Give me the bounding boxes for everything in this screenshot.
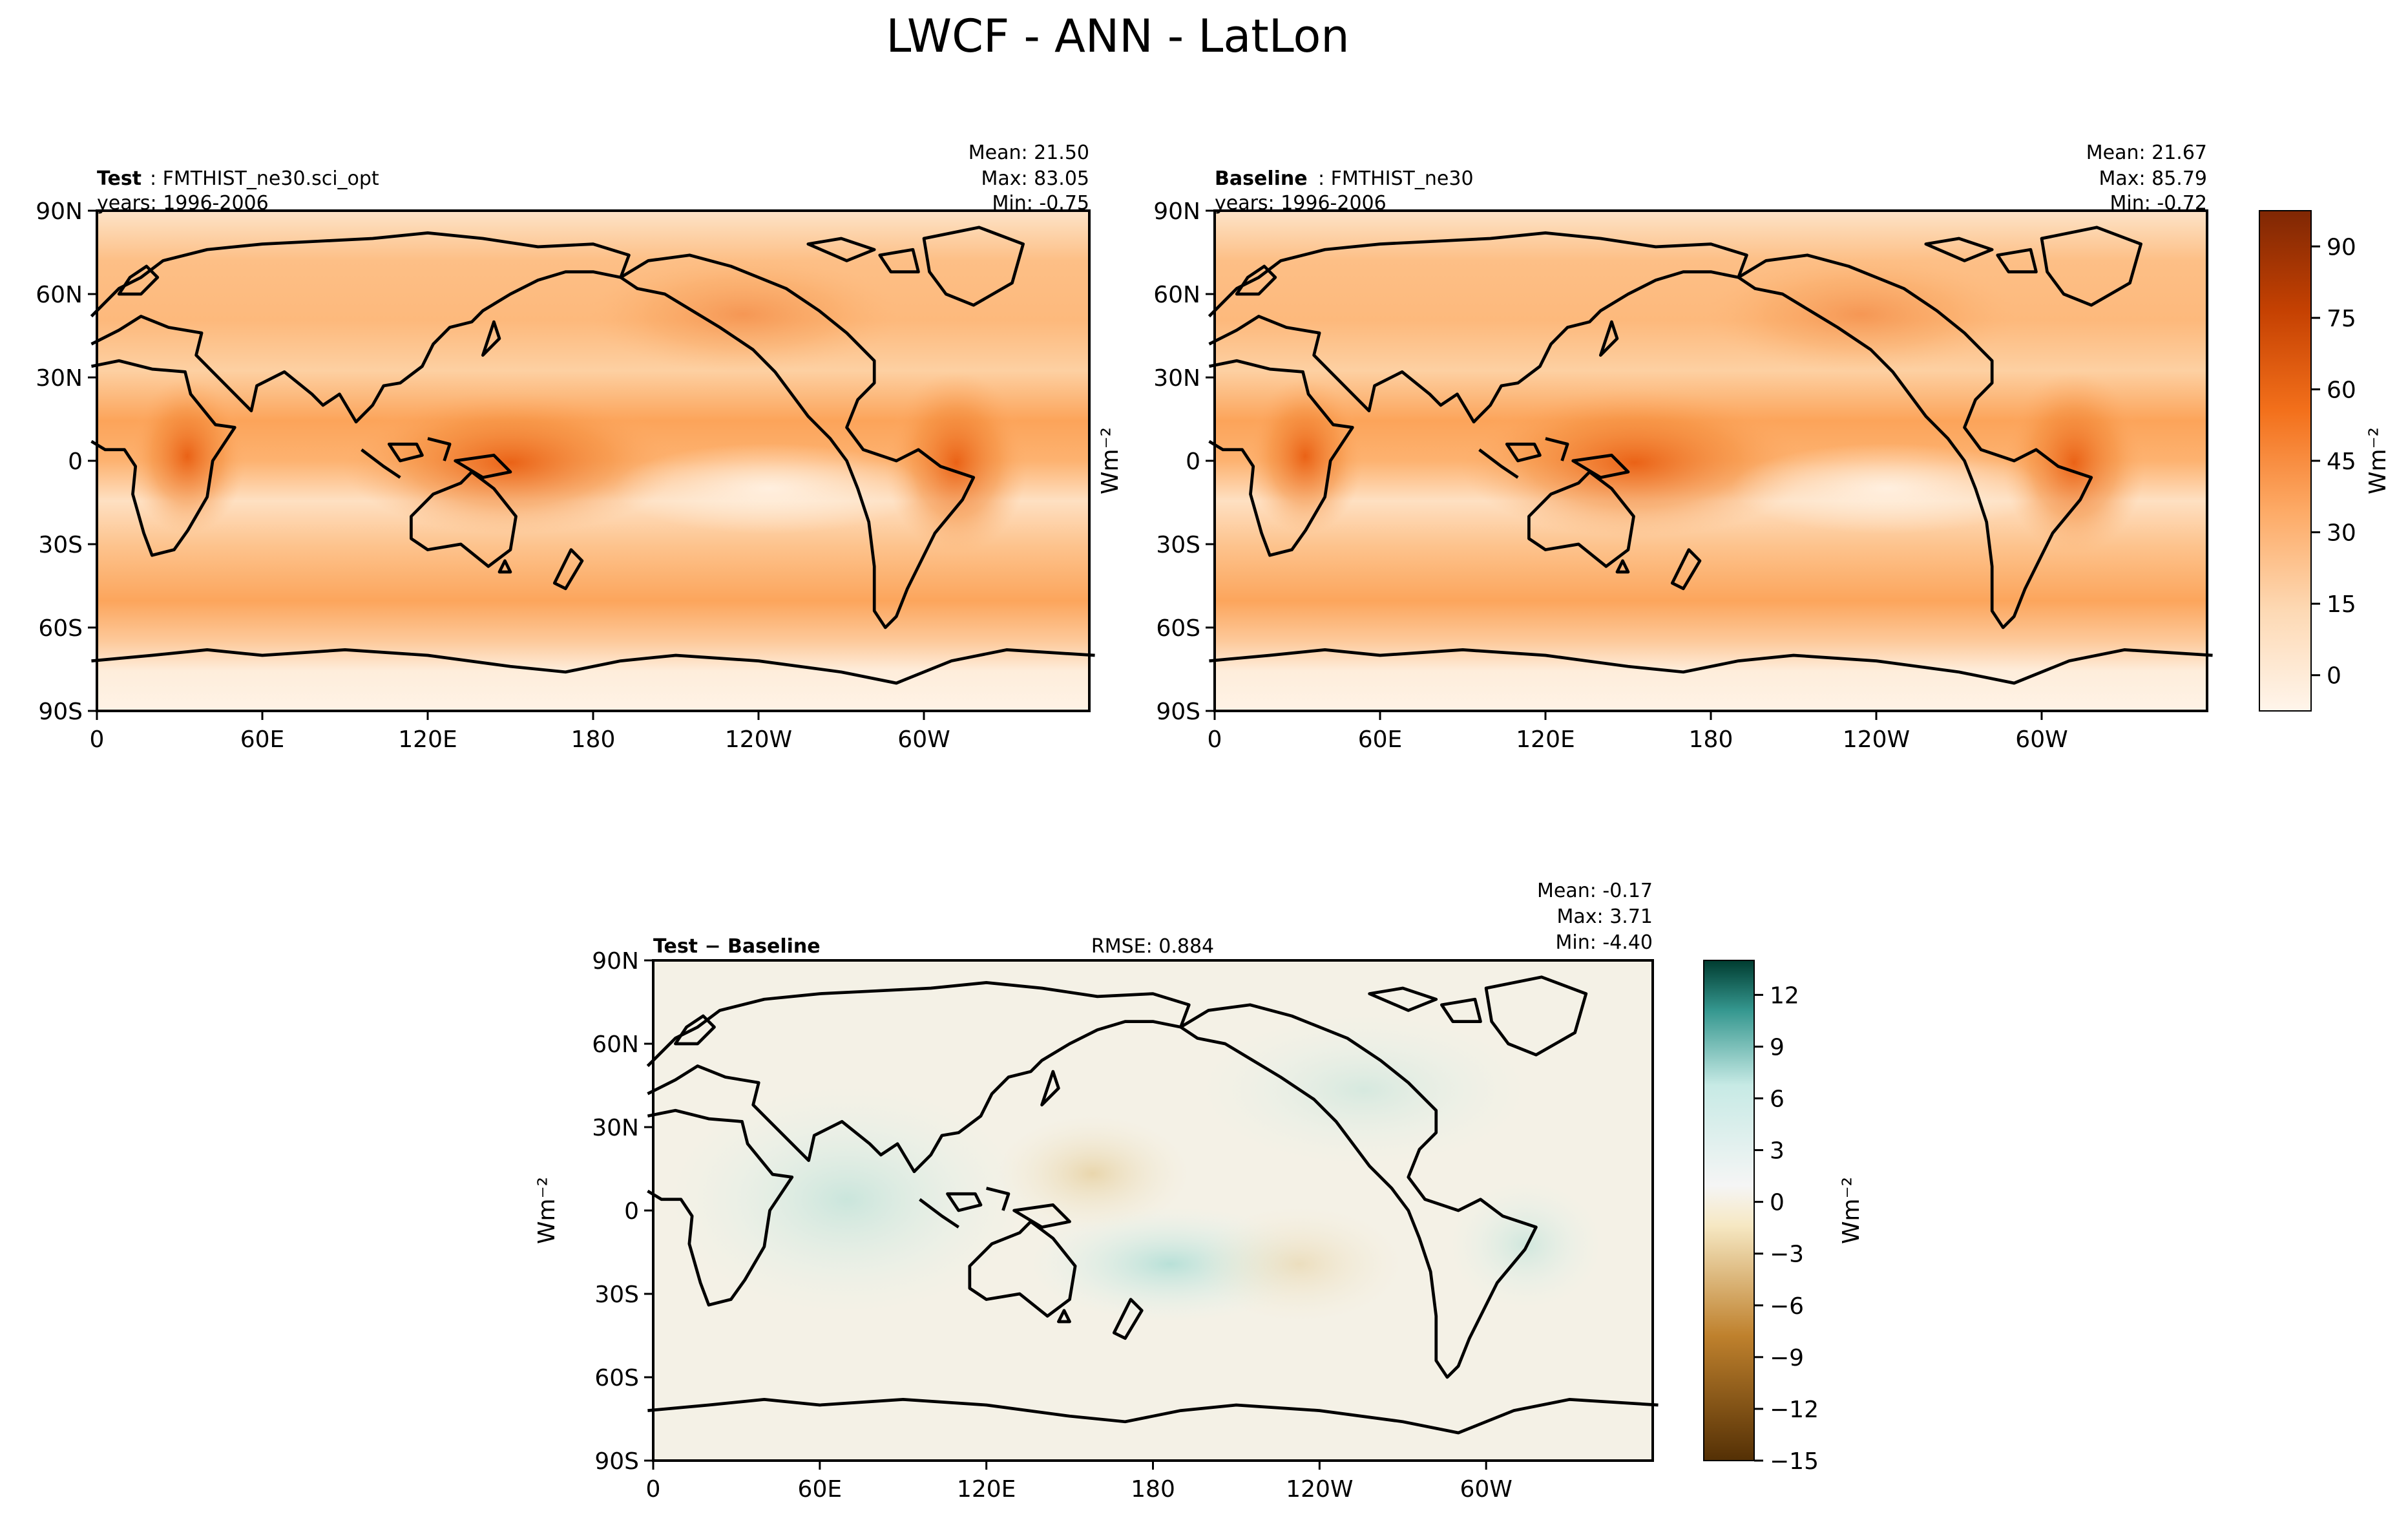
diff-name: Test − Baseline [653, 935, 821, 958]
lat-tick-label: 60S [38, 615, 83, 642]
baseline-years: years: 1996-2006 [1215, 192, 1387, 215]
lat-tick-label: 30N [1153, 365, 1200, 392]
colorbar-tick-label: −12 [1770, 1397, 1819, 1423]
lat-tick-label: 30S [594, 1282, 639, 1308]
colorbar-tick-label: −6 [1770, 1293, 1804, 1320]
colorbar-tick-label: 90 [2327, 234, 2356, 260]
figure-title: LWCF - ANN - LatLon [886, 10, 1349, 63]
diff-colorbar-units: Wm⁻² [1838, 1177, 1865, 1244]
main-colorbar: 90 75 60 45 30 15 0 Wm⁻² [2259, 210, 2391, 712]
test-map [91, 211, 1094, 711]
lat-tick-label: 30N [592, 1115, 639, 1141]
lat-tick-label: 0 [624, 1198, 639, 1225]
baseline-map [1209, 211, 2212, 711]
lat-tick-label: 30S [1156, 532, 1200, 558]
test-lat-axis: 90N 60N 30N 0 30S 60S 90S [36, 198, 97, 725]
diff-colorbar: 12 9 6 3 0 −3 −6 −9 −12 −15 Wm⁻² [1703, 960, 1865, 1475]
colorbar-tick-label: 75 [2327, 306, 2356, 332]
colorbar-tick-label: −9 [1770, 1345, 1804, 1371]
lon-tick-label: 120E [957, 1476, 1016, 1503]
colorbar-tick-label: 9 [1770, 1034, 1785, 1061]
lat-tick-label: 60S [1156, 615, 1200, 642]
lat-tick-label: 30N [36, 365, 83, 392]
baseline-lat-axis: 90N 60N 30N 0 30S 60S 90S [1153, 198, 1215, 725]
lat-tick-label: 60N [36, 282, 83, 308]
lon-tick-label: 60E [1358, 726, 1403, 753]
test-units-label: Wm⁻² [1097, 427, 1124, 494]
diff-colorbar-ticks: 12 9 6 3 0 −3 −6 −9 −12 −15 [1754, 982, 1819, 1475]
colorbar-tick-label: 0 [1770, 1190, 1785, 1216]
test-years: years: 1996-2006 [97, 192, 269, 215]
baseline-max: Max: 85.79 [2099, 167, 2207, 190]
lon-tick-label: 180 [1131, 1476, 1175, 1503]
lat-tick-label: 90S [1156, 699, 1200, 725]
diff-max: Max: 3.71 [1557, 905, 1653, 928]
lon-tick-label: 120E [1516, 726, 1575, 753]
test-name-bold: Test [97, 167, 141, 190]
colorbar-tick-label: 12 [1770, 982, 1799, 1009]
diff-lon-axis: 0 60E 120E 180 120W 60W [646, 1461, 1513, 1503]
colorbar-tick-label: 45 [2327, 449, 2356, 475]
diff-lat-axis: 90N 60N 30N 0 30S 60S 90S [592, 948, 653, 1475]
lat-tick-label: 90S [594, 1448, 639, 1475]
baseline-mean: Mean: 21.67 [2086, 142, 2207, 164]
lat-tick-label: 90N [36, 198, 83, 225]
main-colorbar-units: Wm⁻² [2365, 427, 2391, 494]
diff-units-label: Wm⁻² [534, 1177, 560, 1244]
colorbar-tick-label: 6 [1770, 1086, 1785, 1113]
diff-rmse: RMSE: 0.884 [1091, 935, 1214, 958]
colorbar-tick-label: −3 [1770, 1242, 1804, 1268]
test-max: Max: 83.05 [981, 167, 1089, 190]
lon-tick-label: 0 [1208, 726, 1222, 753]
diff-colorbar-ramp [1703, 960, 1755, 1461]
lon-tick-label: 120W [725, 726, 792, 753]
diff-panel: 90N 60N 30N 0 30S 60S 90S 0 60E 120E 180 120W 60W T… [592, 880, 1658, 1503]
lat-tick-label: 60S [594, 1365, 639, 1391]
test-lon-axis: 0 60E 120E 180 120W 60W [90, 711, 950, 753]
lon-tick-label: 60E [798, 1476, 843, 1503]
baseline-panel: 90N 60N 30N 0 30S 60S 90S 0 60E 120E 180 120W 60W B… [1153, 142, 2212, 753]
lon-tick-label: 180 [571, 726, 616, 753]
lon-tick-label: 0 [646, 1476, 661, 1503]
test-mean: Mean: 21.50 [968, 142, 1089, 164]
lat-tick-label: 90N [1153, 198, 1200, 225]
lat-tick-label: 60N [592, 1031, 639, 1058]
test-panel: 90N 60N 30N 0 30S 60S 90S 0 60E 120E 180 120W 60W T… [36, 142, 1094, 753]
test-name: : FMTHIST_ne30.sci_opt [150, 167, 379, 190]
test-min: Min: -0.75 [992, 192, 1090, 215]
lon-tick-label: 60W [1460, 1476, 1512, 1503]
lon-tick-label: 120W [1843, 726, 1910, 753]
baseline-lon-axis: 0 60E 120E 180 120W 60W [1208, 711, 2068, 753]
colorbar-tick-label: 30 [2327, 520, 2356, 547]
lon-tick-label: 60W [897, 726, 950, 753]
lat-tick-label: 90S [38, 699, 83, 725]
diff-min: Min: -4.40 [1556, 931, 1653, 954]
main-colorbar-ramp [2259, 210, 2312, 712]
lon-tick-label: 180 [1689, 726, 1733, 753]
lon-tick-label: 60E [240, 726, 285, 753]
colorbar-tick-label: 0 [2327, 663, 2341, 690]
colorbar-tick-label: −15 [1770, 1448, 1819, 1475]
main-colorbar-ticks: 90 75 60 45 30 15 0 [2311, 234, 2356, 690]
baseline-name-bold: Baseline [1215, 167, 1308, 190]
lon-tick-label: 60W [2015, 726, 2068, 753]
baseline-name: : FMTHIST_ne30 [1318, 167, 1474, 190]
baseline-min: Min: -0.72 [2110, 192, 2208, 215]
lat-tick-label: 30S [38, 532, 83, 558]
lat-tick-label: 60N [1153, 282, 1200, 308]
lat-tick-label: 0 [68, 449, 83, 475]
diff-map [647, 960, 1658, 1461]
colorbar-tick-label: 3 [1770, 1138, 1785, 1165]
lat-tick-label: 0 [1186, 449, 1200, 475]
lat-tick-label: 90N [592, 948, 639, 975]
lon-tick-label: 0 [90, 726, 105, 753]
lon-tick-label: 120E [398, 726, 457, 753]
diff-mean: Mean: -0.17 [1537, 880, 1653, 902]
lon-tick-label: 120W [1286, 1476, 1353, 1503]
colorbar-tick-label: 15 [2327, 591, 2356, 618]
colorbar-tick-label: 60 [2327, 377, 2356, 403]
